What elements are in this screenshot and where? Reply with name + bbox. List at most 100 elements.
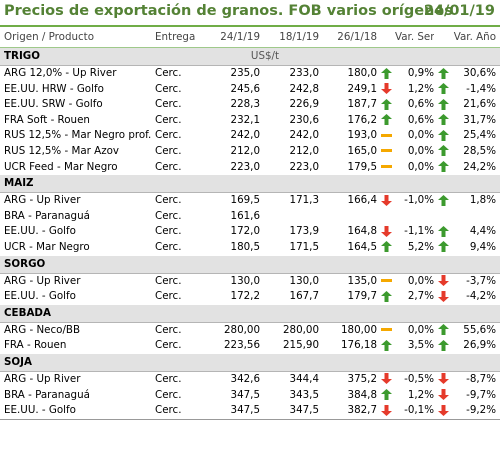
- arrow-up-icon: [437, 225, 449, 237]
- arrow-up-icon: [437, 145, 449, 157]
- trend-cell: [434, 388, 452, 404]
- table-row: FRA Soft - Rouen Cerc. 232,1 230,6 176,2 0,6%…: [0, 113, 500, 129]
- price-date-2: 171,3: [289, 194, 319, 207]
- trend-cell: [434, 82, 452, 98]
- price-date-1: 169,5: [230, 194, 260, 207]
- table-row: EE.UU. - Golfo Cerc. 172,0 173,9 164,8 -1,1% 4…: [0, 224, 500, 240]
- var-anio: 26,9%: [463, 339, 496, 352]
- var-sem: 2,7%: [407, 290, 434, 303]
- price-date-2: 215,90: [282, 339, 319, 352]
- delivery: Cerc.: [155, 403, 211, 420]
- trend-cell: [377, 113, 395, 129]
- price-date-2: 212,0: [289, 144, 319, 157]
- trend-cell: [434, 193, 452, 209]
- trend-cell: [434, 273, 452, 289]
- section-spacer: [319, 255, 500, 274]
- section-name: SORGO: [0, 255, 211, 274]
- trend-cell: [377, 193, 395, 209]
- section-spacer: [319, 304, 500, 323]
- price-date-2: 226,9: [289, 98, 319, 111]
- trend-cell: [377, 240, 395, 256]
- report-title: Precios de exportación de granos. FOB va…: [4, 3, 453, 19]
- trend-cell: [377, 160, 395, 176]
- price-date-3: 176,2: [347, 113, 377, 126]
- var-sem: 0,0%: [407, 323, 434, 336]
- section-name: CEBADA: [0, 304, 211, 323]
- price-date-2: 171,5: [289, 240, 319, 253]
- var-anio: -4,2%: [466, 290, 496, 303]
- trend-cell: [377, 322, 395, 338]
- var-sem: 0,6%: [407, 98, 434, 111]
- price-date-3: 187,7: [347, 98, 377, 111]
- table-row: EE.UU. - Golfo Cerc. 172,2 167,7 179,7 2,7% -4…: [0, 289, 500, 305]
- delivery: Cerc.: [155, 98, 182, 111]
- var-anio: 1,8%: [469, 194, 496, 207]
- trend-cell: [434, 209, 452, 225]
- header-var-sem: Var. Sem.: [395, 27, 434, 48]
- delivery: Cerc.: [155, 290, 182, 303]
- arrow-up-icon: [380, 241, 392, 253]
- var-anio: 21,6%: [463, 98, 496, 111]
- header-date-1: 24/1/19: [211, 27, 260, 48]
- var-sem: 0,0%: [407, 144, 434, 157]
- header-spacer: [377, 27, 395, 48]
- table-row: UCR - Mar Negro Cerc. 180,5 171,5 164,5 5,2% 9…: [0, 240, 500, 256]
- price-date-1: 232,1: [230, 113, 260, 126]
- table-row: EE.UU. HRW - Golfo Cerc. 245,6 242,8 249,1 1,…: [0, 82, 500, 98]
- section-unit: [211, 175, 319, 194]
- price-date-1: 342,6: [230, 372, 260, 385]
- var-anio: -9,2%: [452, 403, 500, 420]
- price-date-3: 384,8: [347, 388, 377, 401]
- delivery: Cerc.: [155, 113, 182, 126]
- var-anio: -1,4%: [466, 82, 496, 95]
- report-date: 24/01/19: [423, 3, 495, 19]
- delivery: Cerc.: [155, 194, 182, 207]
- arrow-up-icon: [437, 67, 449, 79]
- product-name: ARG - Neco/BB: [4, 323, 81, 336]
- arrow-up-icon: [437, 339, 449, 351]
- price-date-1: 223,0: [230, 160, 260, 173]
- no-change-dash-icon: [380, 165, 392, 169]
- header-date-2: 18/1/19: [260, 27, 319, 48]
- var-anio: -8,7%: [466, 372, 496, 385]
- price-date-2: 233,0: [289, 67, 319, 79]
- header-product: Origen / Producto: [0, 27, 155, 48]
- price-date-2: 167,7: [289, 290, 319, 303]
- arrow-down-icon: [380, 404, 392, 416]
- section-unit: [211, 304, 319, 323]
- arrow-up-icon: [437, 114, 449, 126]
- trend-cell: [377, 82, 395, 98]
- price-date-2: 347,5: [260, 403, 319, 420]
- var-sem: -0,1%: [395, 403, 434, 420]
- no-change-dash-icon: [380, 133, 392, 137]
- trend-cell: [434, 160, 452, 176]
- arrow-up-icon: [380, 98, 392, 110]
- table-row: UCR Feed - Mar Negro Cerc. 223,0 223,0 179,5…: [0, 160, 500, 176]
- arrow-up-icon: [437, 194, 449, 206]
- arrow-down-icon: [380, 373, 392, 385]
- delivery: Cerc.: [155, 209, 182, 222]
- trend-cell: [434, 322, 452, 338]
- var-sem: -1,1%: [404, 225, 434, 238]
- header-delivery: Entrega: [155, 27, 211, 48]
- price-date-1: 280,00: [223, 323, 260, 336]
- product-name: EE.UU. - Golfo: [4, 225, 76, 238]
- section-header-row: MAIZ: [0, 175, 500, 194]
- header-date-3: 26/1/18: [319, 27, 377, 48]
- product-name: EE.UU. SRW - Golfo: [4, 98, 103, 111]
- section-spacer: [319, 47, 500, 66]
- trend-cell: [434, 403, 452, 420]
- var-sem: 5,2%: [407, 240, 434, 253]
- var-anio: 55,6%: [463, 323, 496, 336]
- trend-cell: [434, 338, 452, 354]
- price-date-3: 193,0: [347, 129, 377, 142]
- header-var-anio: Var. Año: [452, 27, 500, 48]
- product-name: FRA Soft - Rouen: [4, 113, 90, 126]
- price-date-3: 165,0: [347, 144, 377, 157]
- product-name: FRA - Rouen: [4, 339, 67, 352]
- var-sem: 1,2%: [407, 388, 434, 401]
- price-date-2: [260, 209, 319, 225]
- section-name: SOJA: [0, 353, 211, 372]
- table-row: ARG 12,0% - Up River Cerc. 235,0 233,0 180,0…: [0, 66, 500, 82]
- price-date-1: 235,0: [230, 67, 260, 79]
